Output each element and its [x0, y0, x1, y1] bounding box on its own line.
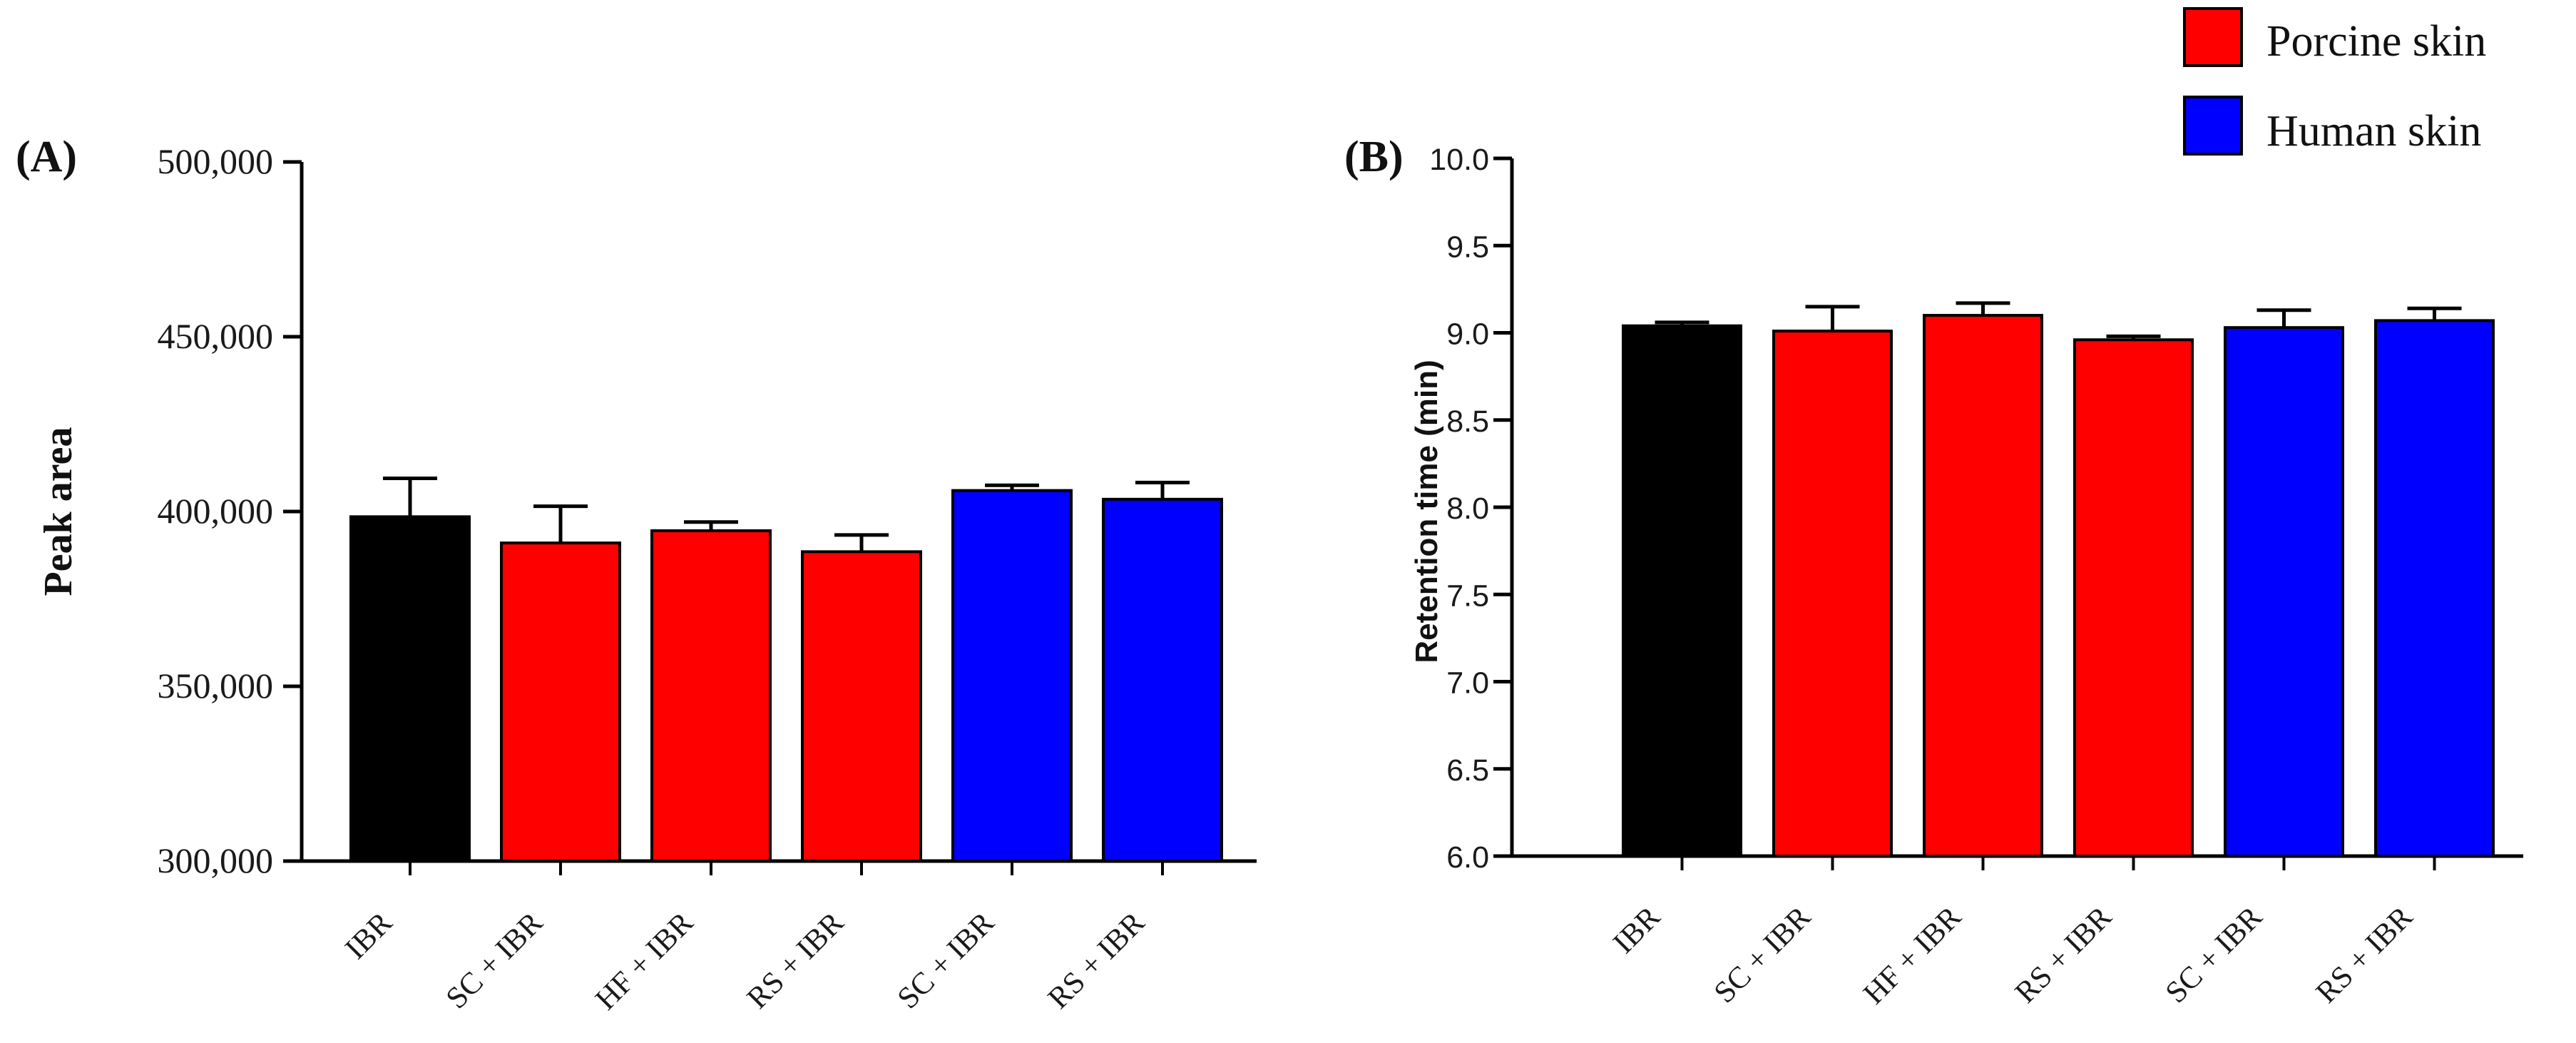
panel-b-y-tick-label: 9.5	[1446, 230, 1489, 264]
legend-swatch-human	[2183, 96, 2243, 156]
panel-b-y-tick-label: 6.5	[1446, 753, 1489, 788]
panel-b-bar	[1772, 330, 1893, 858]
panel-a-bar	[650, 529, 772, 863]
panel-a-y-tick-label: 400,000	[158, 491, 274, 531]
panel-a-y-tick-label: 300,000	[158, 840, 274, 880]
panel-b-bar	[1923, 314, 2043, 858]
panel-a-category-label: RS + IBR	[1042, 906, 1152, 1016]
panel-a-y-tick-label: 500,000	[158, 141, 274, 181]
panel-b-category-label: RS + IBR	[2009, 900, 2119, 1010]
panel-b-category-label: SC + IBR	[1708, 900, 1818, 1010]
panel-a-category-label: IBR	[339, 906, 399, 966]
panel-b-category-label: IBR	[1607, 900, 1667, 960]
panel-b-bar	[2374, 319, 2495, 858]
panel-b-y-tick-label: 9.0	[1446, 317, 1489, 352]
panel-b-y-tick-label: 6.0	[1446, 840, 1489, 875]
panel-a-category-label: HF + IBR	[589, 906, 700, 1017]
panel-b-category-label: RS + IBR	[2310, 900, 2420, 1010]
panel-b-bar	[2224, 326, 2344, 858]
panel-b-y-tick-label: 7.0	[1446, 666, 1489, 701]
panel-b-category-label: HF + IBR	[1857, 900, 1968, 1011]
panel-a-bar	[1102, 497, 1223, 863]
legend-swatch-porcine	[2183, 7, 2243, 67]
panel-b-y-tick-label: 8.0	[1446, 492, 1489, 526]
panel-a-category-label: SC + IBR	[891, 906, 1001, 1016]
panel-a-bar	[349, 515, 471, 863]
panel-b-y-axis-label: Retention time (min)	[1409, 360, 1444, 663]
panel-a-category-label: RS + IBR	[741, 906, 851, 1016]
panel-a-y-tick-label: 350,000	[158, 666, 274, 706]
legend: Porcine skin Human skin	[2183, 7, 2486, 156]
panel-b-bar	[2073, 338, 2194, 858]
panel-b-chart: (B) Retention time (min) 6.0 6.5 7.0 7.5 8.0…	[1344, 133, 2523, 1011]
panel-b-category-label: SC + IBR	[2160, 900, 2269, 1010]
panel-a-y-tick-label: 450,000	[158, 316, 274, 356]
panel-a-bar	[500, 541, 621, 863]
panel-b-y-tick-label: 10.0	[1429, 143, 1489, 177]
panel-a-chart: (A) Peak area 300,000 350,000 400,000 450,0…	[16, 133, 1257, 1017]
panel-b-bar	[1622, 324, 1742, 858]
panel-b-label: (B)	[1344, 133, 1404, 181]
legend-label-human: Human skin	[2266, 107, 2481, 156]
legend-label-porcine: Porcine skin	[2266, 17, 2486, 66]
panel-b-y-tick-label: 8.5	[1446, 405, 1489, 439]
panel-a-bar	[951, 489, 1073, 863]
panel-b-y-tick-label: 7.5	[1446, 579, 1489, 613]
panel-a-bar	[801, 550, 922, 863]
panel-a-y-axis-label: Peak area	[36, 427, 81, 596]
panel-a-label: (A)	[16, 133, 77, 181]
panel-a-category-label: SC + IBR	[440, 906, 550, 1016]
